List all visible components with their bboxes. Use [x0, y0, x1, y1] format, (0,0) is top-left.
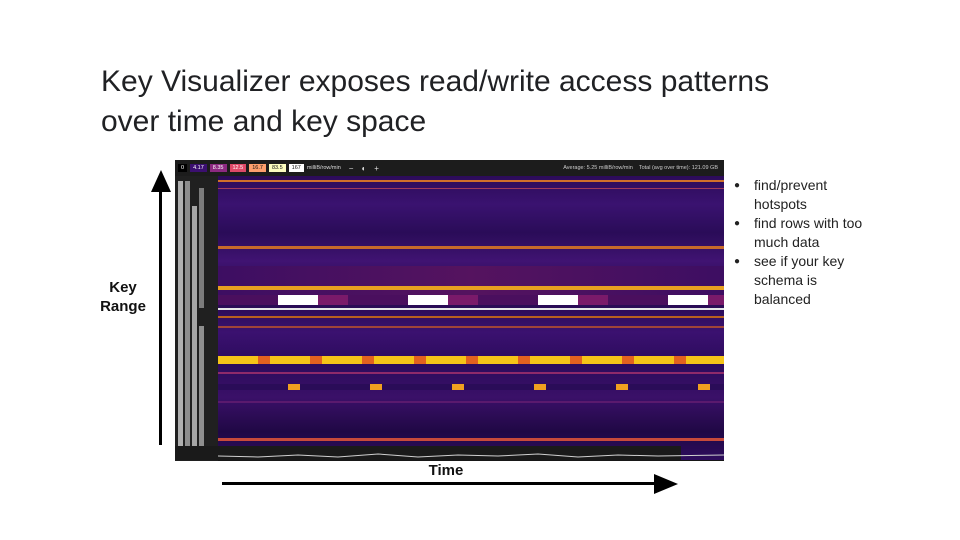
slide-title-line-1: Key Visualizer exposes read/write access…	[101, 65, 770, 98]
heatmap[interactable]	[218, 176, 724, 460]
heatmap-band	[218, 295, 724, 305]
legend-swatch: 167	[288, 164, 304, 172]
key-prefix-column	[178, 181, 183, 456]
heatmap-band	[218, 246, 724, 249]
slide-title: Key Visualizer exposes read/write access…	[101, 62, 861, 142]
key-prefix-column	[199, 188, 204, 308]
key-range-label-line-2: Range	[100, 298, 146, 315]
key-range-label: Key Range	[92, 278, 154, 316]
heatmap-band	[218, 308, 724, 310]
bullet-item: see if your key schema is balanced	[734, 252, 874, 309]
key-prefix-column	[192, 206, 197, 451]
key-visualizer-screenshot: 0 4.17 8.35 12.5 16.7 83.5 167 milliB/row/min …	[175, 160, 724, 461]
visualizer-toolbar: 0 4.17 8.35 12.5 16.7 83.5 167 milliB/row/min …	[175, 160, 724, 176]
time-axis-label: Time	[428, 462, 464, 479]
heatmap-band	[218, 384, 724, 390]
unit-label: milliB/row/min	[306, 165, 341, 171]
legend-swatch: 8.35	[209, 164, 227, 172]
legend-swatch: 4.17	[190, 164, 207, 172]
time-axis-line	[222, 482, 658, 485]
key-prefix-column	[185, 181, 190, 451]
heatmap-band	[218, 316, 724, 318]
key-range-label-line-1: Key	[109, 279, 137, 296]
heatmap-band	[218, 180, 724, 182]
heatmap-band	[218, 438, 724, 441]
key-range-axis-line	[159, 190, 162, 445]
brightness-toggle-icon[interactable]: ◐	[361, 163, 367, 173]
activity-sparkline-graphic	[218, 453, 724, 458]
zoom-in-button[interactable]: +	[374, 163, 379, 173]
average-text: Average: 5.25 milliB/row/min	[563, 165, 633, 171]
legend-swatch: 83.5	[268, 164, 286, 172]
heatmap-band	[218, 326, 724, 328]
legend-swatch: 12.5	[229, 164, 247, 172]
total-text: Total (avg over time): 121.09 GB	[638, 165, 718, 171]
zoom-out-button[interactable]: −	[348, 163, 354, 173]
bullet-list: find/prevent hotspotsfind rows with too …	[734, 176, 874, 309]
heatmap-band	[218, 266, 724, 296]
key-prefix-column	[199, 326, 204, 446]
legend-swatch: 0	[178, 164, 188, 172]
metric-summary: Average: 5.25 milliB/row/min Total (avg …	[563, 165, 718, 171]
color-scale-legend: 0 4.17 8.35 12.5 16.7 83.5 167	[175, 164, 304, 172]
heatmap-band	[218, 401, 724, 403]
up-arrow-icon	[151, 170, 171, 192]
key-prefix-labels	[175, 176, 218, 461]
legend-swatch: 16.7	[249, 164, 266, 172]
right-arrow-icon	[654, 474, 678, 494]
heatmap-band	[218, 372, 724, 374]
heatmap-band	[218, 188, 724, 189]
bullet-item: find/prevent hotspots	[734, 176, 874, 214]
activity-sparkline	[175, 446, 724, 460]
slide-title-line-2: over time and key space	[101, 105, 427, 138]
heatmap-band	[218, 286, 724, 290]
bullet-item: find rows with too much data	[734, 214, 874, 252]
heatmap-band	[218, 356, 724, 364]
